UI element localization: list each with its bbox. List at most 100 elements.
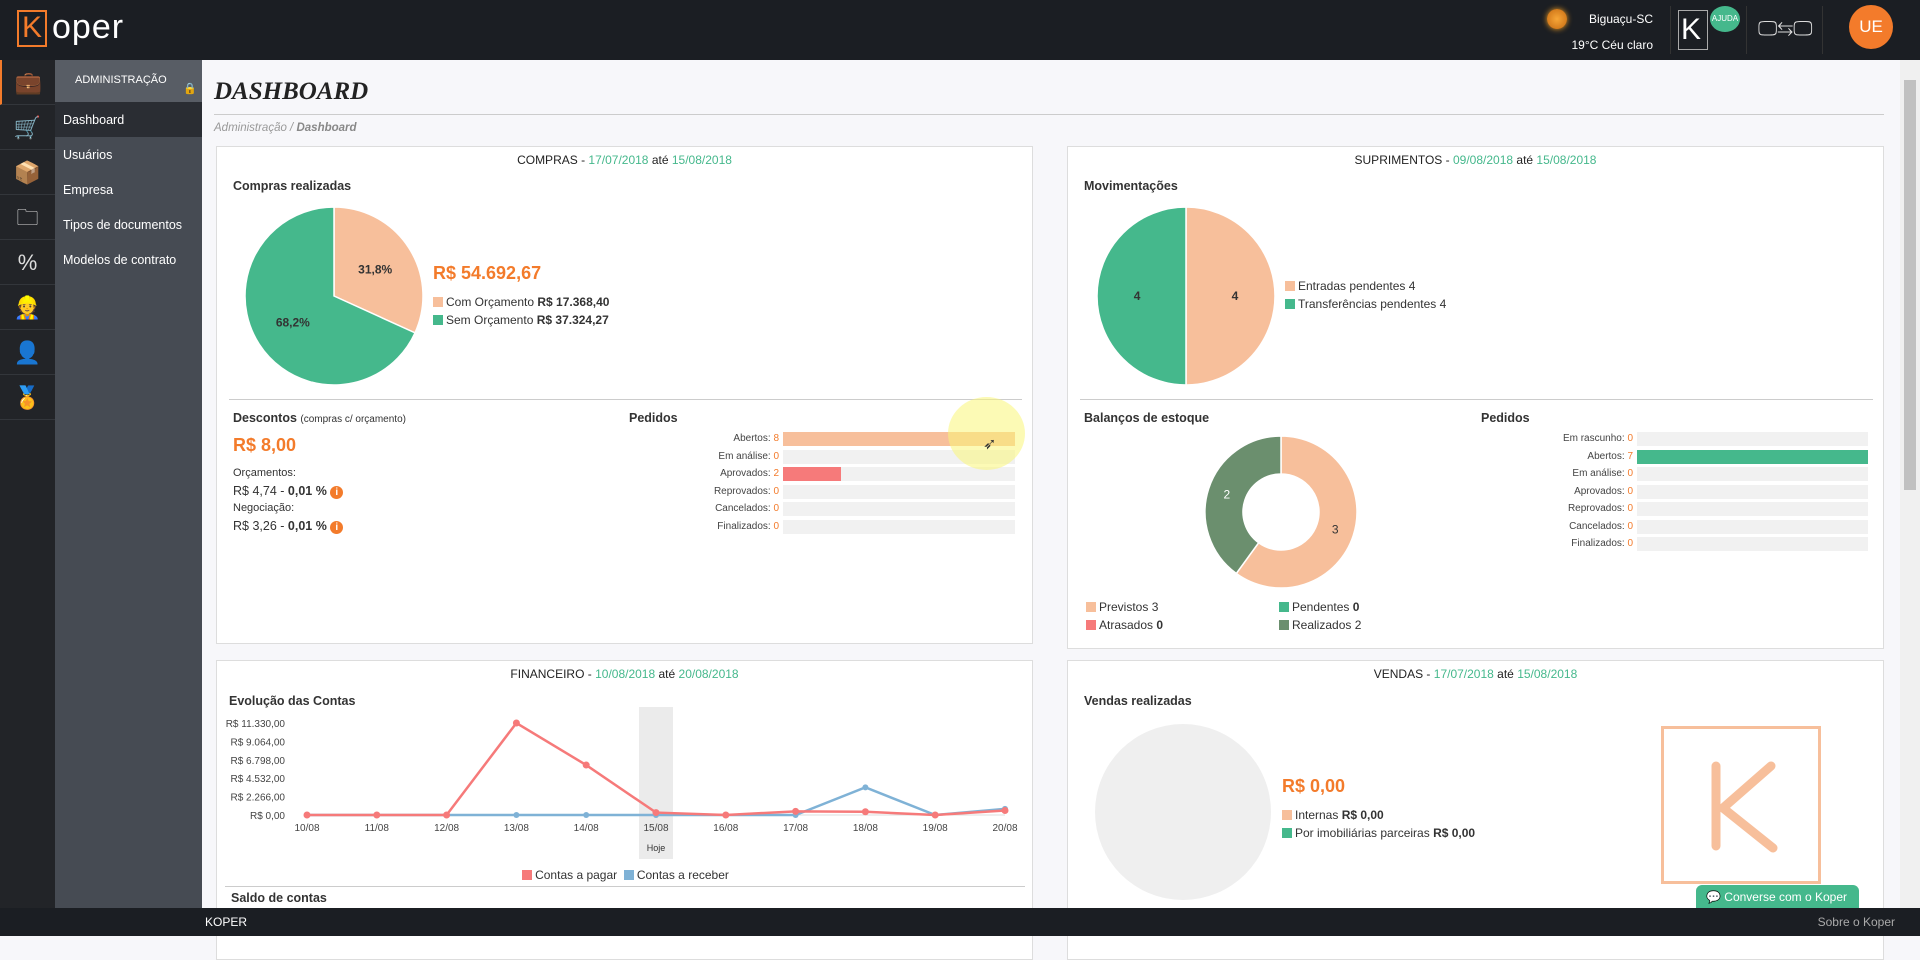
chart-legend: Contas a pagar Contas a receber	[217, 868, 1034, 882]
divider	[1822, 6, 1823, 54]
submenu-item-empresa[interactable]: Empresa	[63, 183, 114, 197]
bar-track	[1637, 537, 1868, 551]
descontos-title: Descontos (compras c/ orçamento)	[233, 411, 406, 425]
data-point	[582, 761, 590, 769]
bar-label: Cancelados: 0	[1569, 520, 1633, 532]
submenu-item-dashboard[interactable]: Dashboard	[55, 102, 202, 137]
x-tick-label: 17/08	[783, 823, 808, 834]
percent-icon[interactable]: %	[0, 240, 55, 285]
help-icon[interactable]: K	[1678, 10, 1708, 50]
x-tick-label: 19/08	[923, 823, 948, 834]
data-point	[443, 811, 451, 819]
saldo-title: Saldo de contas	[231, 891, 327, 905]
about-link[interactable]: Sobre o Koper	[1817, 915, 1895, 929]
compras-total: R$ 54.692,67	[433, 263, 542, 283]
divider	[1746, 6, 1747, 54]
data-point	[792, 807, 800, 815]
legend-item: Entradas pendentes 4	[1285, 279, 1415, 293]
box-icon[interactable]: 📦	[0, 150, 55, 195]
bar-track	[783, 502, 1015, 516]
divider	[1670, 6, 1671, 54]
scrollbar-thumb[interactable]	[1904, 80, 1916, 490]
screens-icon[interactable]: 🖵⇆🖵	[1758, 18, 1813, 40]
mouse-cursor-icon: ➶	[983, 436, 997, 453]
y-tick-label: R$ 6.798,00	[231, 756, 286, 767]
pie-slice	[1235, 435, 1358, 589]
bar-fill	[783, 467, 841, 481]
submenu: ADMINISTRAÇÃO 🔒 Dashboard Usuários Empre…	[55, 60, 202, 908]
bar-label: Finalizados: 0	[717, 520, 779, 532]
chat-icon: 💬	[1706, 890, 1721, 904]
section-title: Movimentações	[1084, 179, 1178, 193]
worker-gear-icon[interactable]: 👷	[0, 285, 55, 330]
weather-temp: 19°C Céu claro	[1571, 38, 1653, 52]
vendas-empty-pie	[1095, 724, 1271, 900]
pedidos-bar-row: Em rascunho: 0	[1563, 432, 1868, 446]
x-tick-label: 11/08	[365, 823, 390, 834]
slice-label: 68,2%	[276, 315, 310, 329]
bar-track	[783, 519, 1015, 534]
y-tick-label: R$ 2.266,00	[231, 793, 286, 804]
x-tick-label: 14/08	[574, 823, 599, 834]
negociacao-label: Negociação:	[233, 502, 295, 514]
data-point	[303, 811, 311, 819]
pedidos-bar-row: Reprovados: 0	[1568, 502, 1868, 516]
chat-button[interactable]: 💬 Converse com o Koper	[1696, 885, 1859, 908]
avatar[interactable]: UE	[1849, 5, 1893, 49]
y-tick-label: R$ 9.064,00	[231, 737, 286, 748]
scrollbar[interactable]	[1900, 60, 1920, 908]
pedidos-bar-row: Abertos: 7	[1587, 449, 1868, 464]
legend-item: Realizados 2	[1279, 618, 1361, 632]
slice-label: 2	[1223, 487, 1230, 501]
pedidos-bar-row: Em análise: 0	[1572, 467, 1868, 481]
slice-label: 4	[1232, 289, 1239, 303]
bar-track	[783, 484, 1015, 499]
logo-text: oper	[52, 8, 125, 46]
pedidos-title: Pedidos	[1481, 411, 1530, 425]
pedidos-bar-row: Finalizados: 0	[717, 519, 1015, 534]
bar-track	[1637, 502, 1868, 516]
bar-label: Reprovados: 0	[713, 485, 779, 497]
pedidos-bar-row: Finalizados: 0	[1571, 537, 1868, 551]
orcamentos-value: R$ 4,74 - 0,01 % i	[233, 484, 344, 499]
data-point	[512, 719, 520, 727]
briefcase-icon[interactable]: 💼	[0, 60, 55, 105]
x-tick-label: 13/08	[504, 823, 529, 834]
pie-slice	[1096, 206, 1187, 386]
folder-money-icon[interactable]: 🗀	[0, 195, 55, 240]
bar-label: Em rascunho: 0	[1562, 433, 1633, 444]
orcamentos-label: Orçamentos:	[233, 467, 296, 479]
breadcrumb: Administração / Dashboard	[214, 122, 357, 134]
info-icon[interactable]: i	[330, 486, 344, 499]
help-badge[interactable]: AJUDA	[1710, 6, 1740, 32]
x-tick-label: 15/08	[643, 823, 668, 834]
breadcrumb-parent[interactable]: Administração /	[214, 122, 294, 134]
cart-icon[interactable]: 🛒	[0, 105, 55, 150]
panel-title: VENDAS - 17/07/2018 até 15/08/2018	[1373, 667, 1578, 681]
data-point	[722, 811, 730, 819]
bar-track	[1637, 432, 1868, 446]
award-ribbon-icon[interactable]: 🏅	[0, 375, 55, 420]
page-title: DASHBOARD	[214, 78, 369, 105]
balancos-donut-chart: 32	[1204, 435, 1358, 589]
y-tick-label: R$ 11.330,00	[226, 719, 286, 730]
lock-icon[interactable]: 🔒	[183, 83, 197, 95]
bar-track	[1637, 519, 1868, 534]
data-point	[931, 811, 939, 819]
descontos-value: R$ 8,00	[233, 435, 297, 455]
info-icon[interactable]: i	[330, 521, 344, 534]
submenu-title: ADMINISTRAÇÃO	[55, 60, 202, 102]
submenu-item-modelos-contrato[interactable]: Modelos de contrato	[63, 253, 177, 267]
pie-slice	[333, 206, 424, 334]
bar-track	[1637, 467, 1868, 481]
submenu-item-usuarios[interactable]: Usuários	[63, 148, 113, 162]
legend-item: Internas R$ 0,00	[1282, 808, 1384, 822]
section-title: Compras realizadas	[233, 179, 352, 193]
y-tick-label: R$ 4.532,00	[231, 774, 286, 785]
user-lock-icon[interactable]: 👤	[0, 330, 55, 375]
pedidos-bar-row: Reprovados: 0	[714, 484, 1015, 499]
slice-label: 4	[1134, 289, 1141, 303]
compras-pie-chart: 31,8% 68,2%	[244, 206, 424, 386]
submenu-item-tipos-documentos[interactable]: Tipos de documentos	[63, 218, 183, 232]
data-point	[862, 784, 869, 791]
